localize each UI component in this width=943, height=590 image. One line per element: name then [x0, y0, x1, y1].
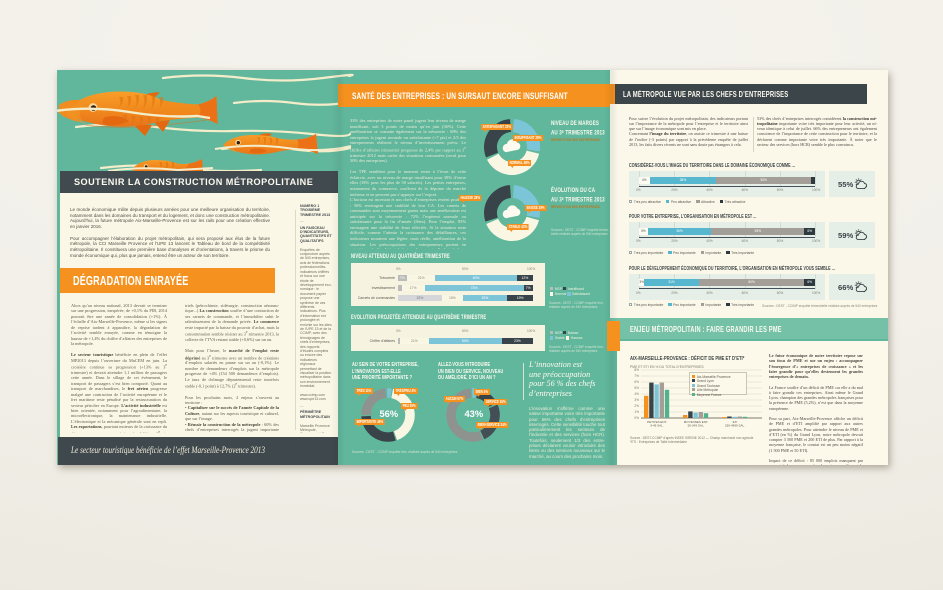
- svg-text:250-4999 SAL.: 250-4999 SAL.: [725, 424, 745, 428]
- svg-text:8%: 8%: [634, 368, 639, 372]
- svg-text:2%: 2%: [634, 404, 639, 408]
- svg-text:0%: 0%: [634, 416, 639, 420]
- svg-text:PETITES ENT.: PETITES ENT.: [647, 420, 667, 424]
- svg-text:6%: 6%: [634, 380, 639, 384]
- svg-text:ETI: ETI: [733, 420, 738, 424]
- svg-text:9-49 SAL.: 9-49 SAL.: [650, 424, 664, 428]
- svg-text:7%: 7%: [634, 374, 639, 378]
- svg-text:5%: 5%: [634, 386, 639, 390]
- svg-text:1%: 1%: [634, 410, 639, 414]
- svg-text:50-249 SAL.: 50-249 SAL.: [688, 424, 705, 428]
- svg-text:3%: 3%: [634, 398, 639, 402]
- svg-text:MOYENNES ENT.: MOYENNES ENT.: [684, 420, 709, 424]
- svg-text:4%: 4%: [634, 392, 639, 396]
